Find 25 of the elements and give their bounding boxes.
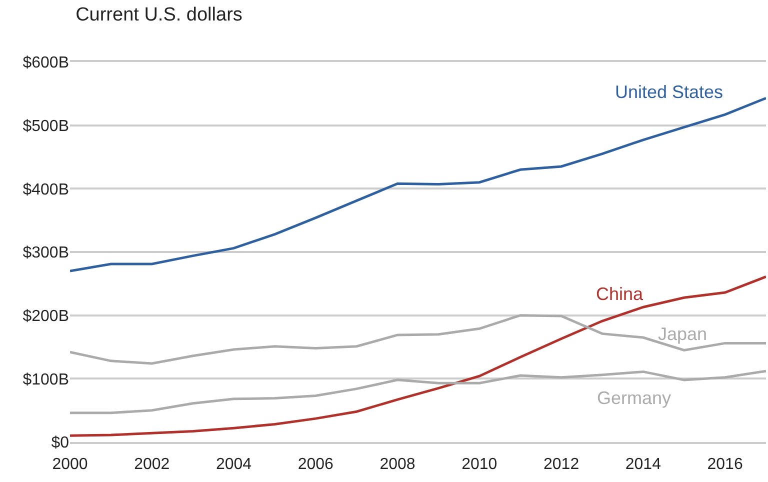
x-tick-label: 2006 [298,456,334,473]
chart-title: Current U.S. dollars [76,4,242,26]
x-tick-label: 2002 [134,456,170,473]
x-tick-label: 2016 [707,456,743,473]
x-tick-label: 2008 [380,456,416,473]
series-label: United States [615,82,724,102]
y-tick-label: $200B [22,308,69,325]
y-tick-label: $500B [22,118,69,135]
x-tick-label: 2010 [462,456,498,473]
line-series [70,314,766,365]
x-tick-label: 2012 [543,456,580,473]
x-tick-label: 2000 [52,456,88,473]
line-series [70,96,766,272]
series-label: China [596,284,644,304]
y-tick-label: $400B [22,181,69,198]
y-tick-label: $600B [22,54,69,72]
x-tick-label: 2004 [216,456,252,473]
series-label: Japan [658,324,708,344]
y-tick-label: $100B [22,371,69,388]
x-tick-label: 2014 [625,456,662,473]
line-series [70,275,766,437]
series-label: Germany [597,388,672,408]
y-tick-label: $0 [51,434,70,452]
y-tick-label: $300B [22,244,69,262]
line-series [70,370,766,414]
